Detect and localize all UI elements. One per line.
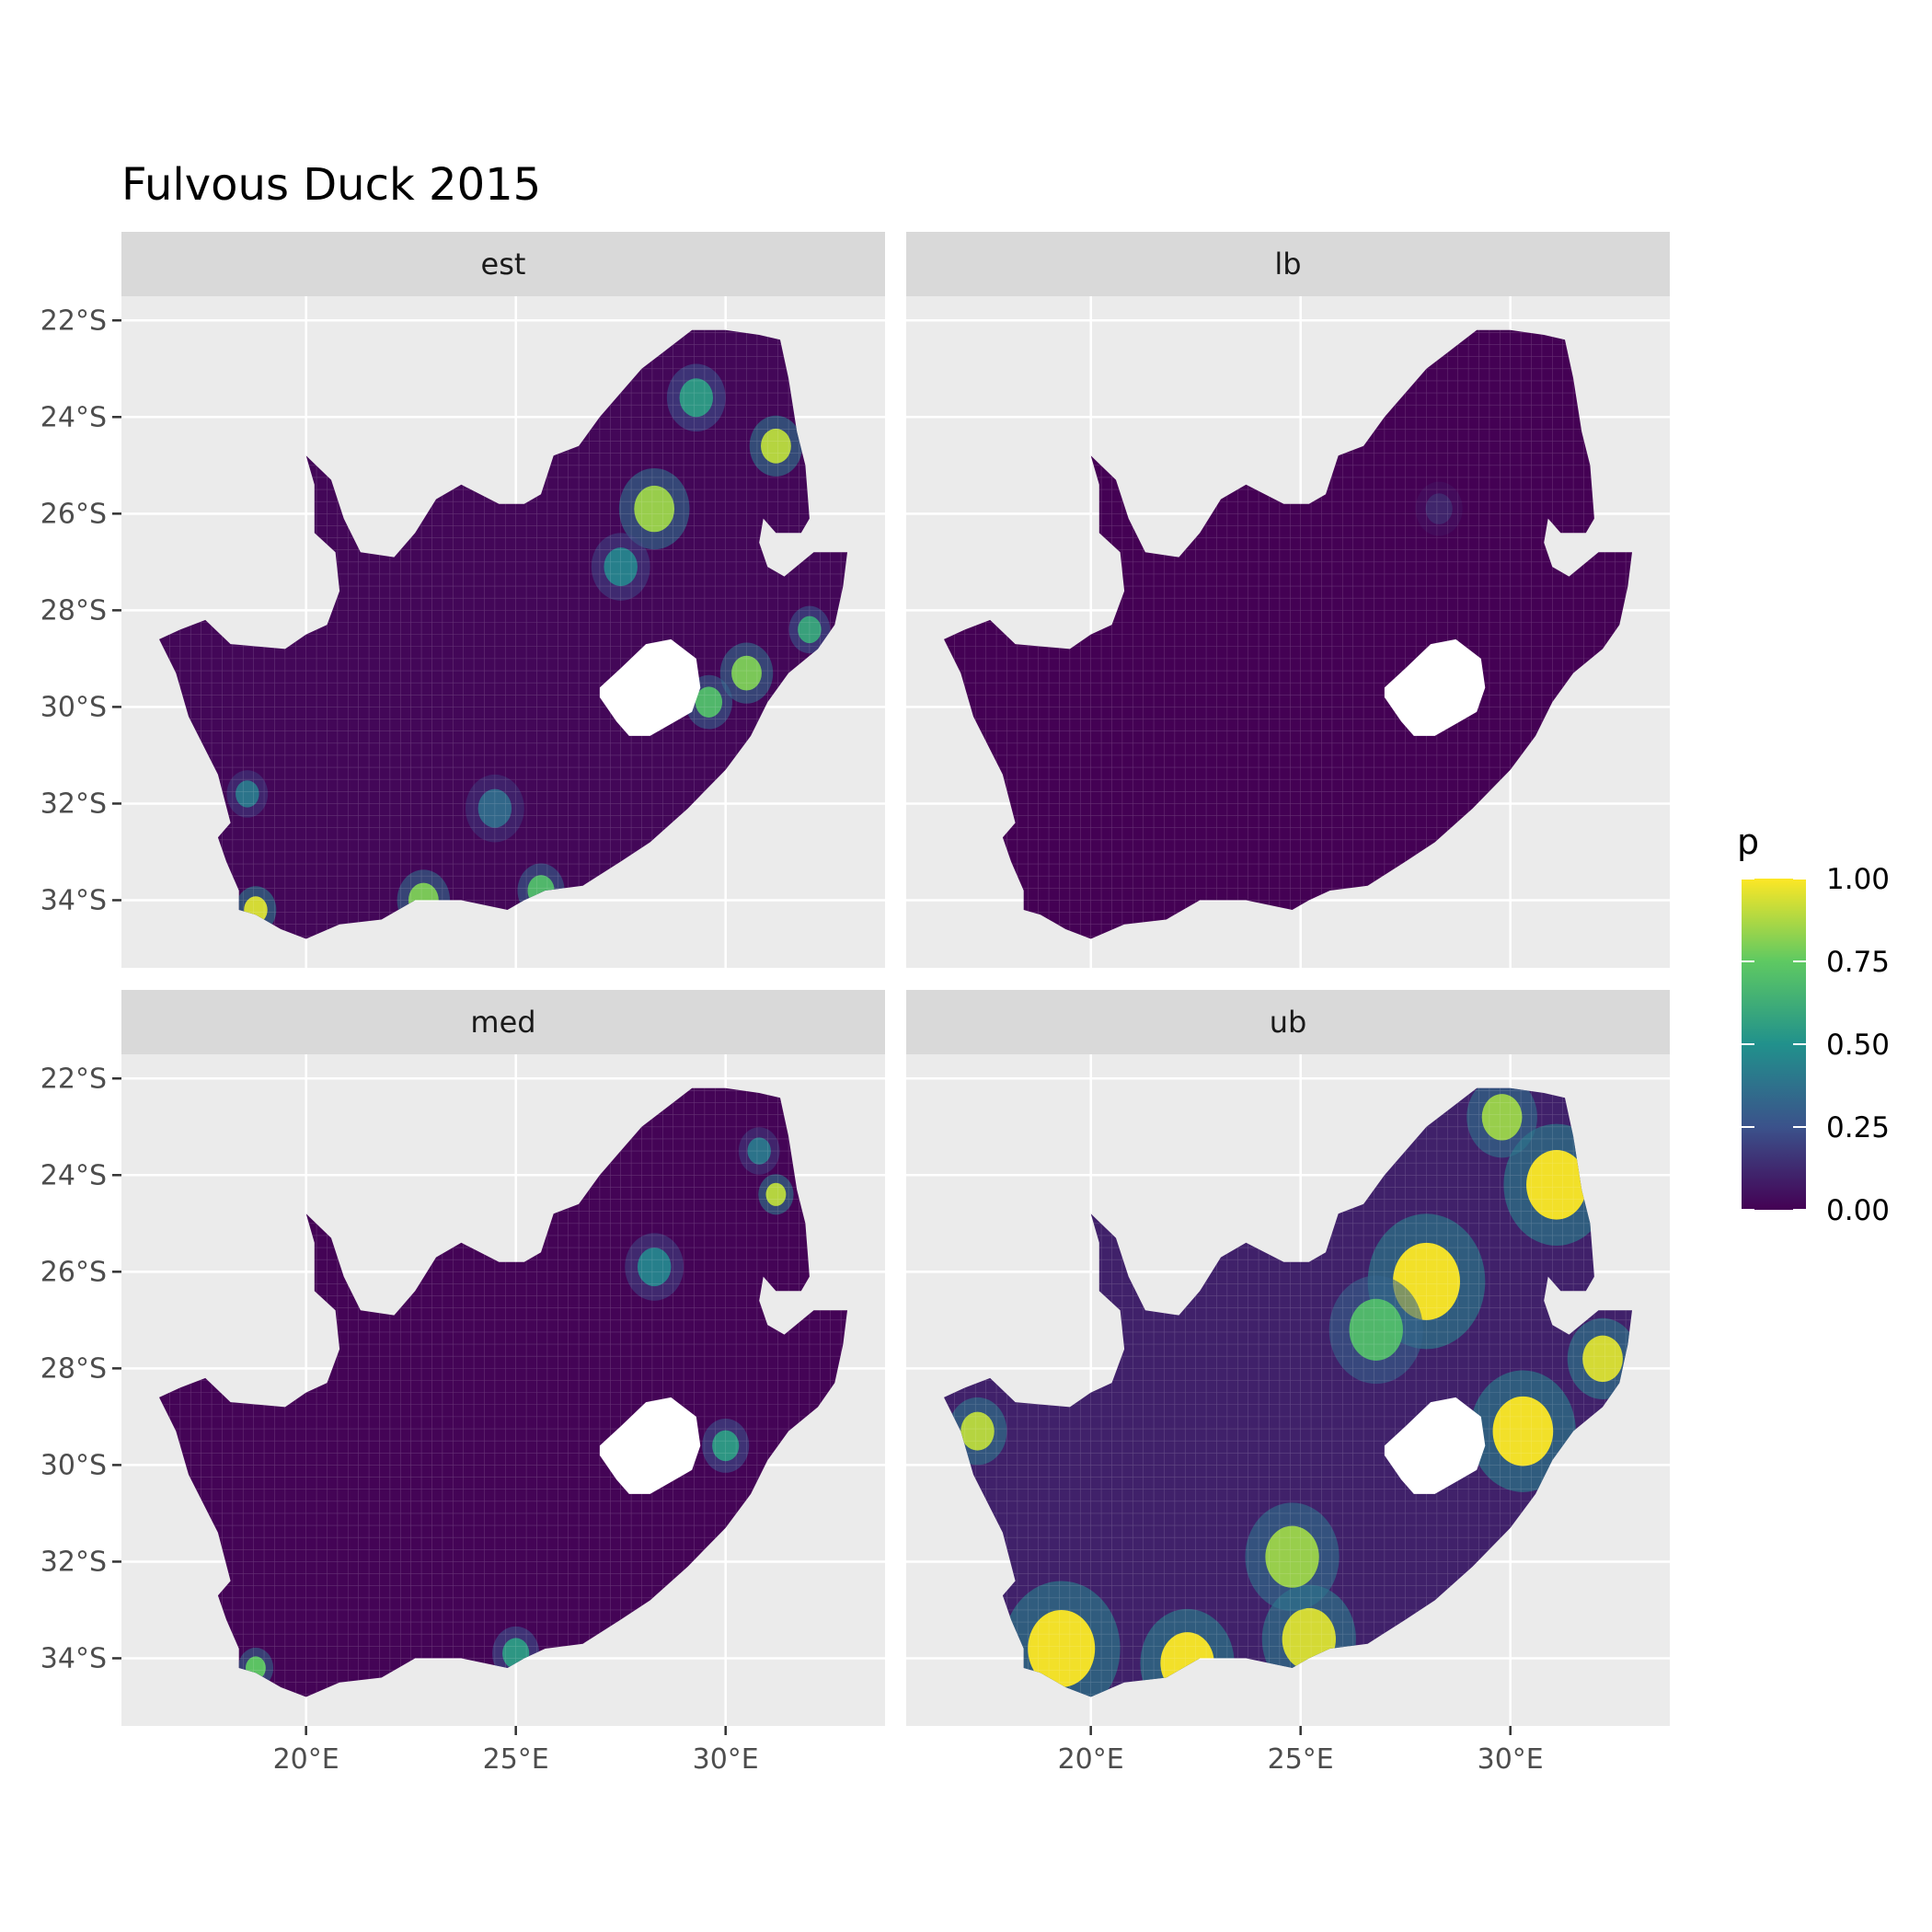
x-tick-label: 20°E — [273, 1743, 339, 1776]
y-tick-label: 22°S — [40, 305, 107, 337]
facet-label: est — [481, 247, 526, 282]
facet-strip — [906, 232, 1670, 296]
chart-title: Fulvous Duck 2015 — [121, 159, 541, 211]
legend-label: 0.75 — [1826, 946, 1890, 979]
facet-strip — [121, 990, 885, 1054]
y-tick-label: 24°S — [40, 401, 107, 433]
y-tick-label: 30°S — [40, 1449, 107, 1481]
probability-hotspots — [1415, 481, 1463, 536]
y-tick-label: 30°S — [40, 691, 107, 723]
hotspot — [1265, 1525, 1319, 1588]
legend-ticks: 1.00 0.75 0.50 0.25 0.00 — [1742, 863, 1890, 1227]
hotspot — [1492, 1396, 1554, 1466]
hotspot — [765, 1182, 787, 1206]
facet-label: med — [470, 1005, 535, 1040]
y-tick-label: 26°S — [40, 498, 107, 530]
country-cells — [159, 1087, 847, 1697]
hotspot — [960, 1411, 995, 1451]
y-tick-label: 28°S — [40, 1352, 107, 1385]
hotspot — [798, 615, 822, 644]
hotspot — [236, 780, 259, 808]
lesotho-gap — [1384, 638, 1486, 736]
hotspot — [731, 655, 762, 691]
y-tick-label: 28°S — [40, 594, 107, 627]
hotspot — [1481, 1094, 1523, 1141]
x-tick-label: 30°E — [1478, 1743, 1544, 1776]
hotspot — [604, 547, 638, 587]
facet-est: est 22°S 24°S 26°S 28°S 30°S 32°S 34°S — [40, 232, 885, 968]
facet-ub: ub 20°E 25°E 30°E — [906, 990, 1670, 1776]
lesotho-gap — [1384, 1397, 1486, 1494]
legend-label: 0.50 — [1826, 1029, 1890, 1062]
probability-hotspots — [948, 1087, 1632, 1697]
y-tick-label: 32°S — [40, 1546, 107, 1578]
country-cells — [944, 329, 1632, 939]
facet-strip — [906, 990, 1670, 1054]
colour-legend: p 1.00 0.75 0.50 0.25 0.00 — [1737, 822, 1890, 1227]
legend-label: 0.25 — [1826, 1111, 1890, 1144]
hotspot — [634, 485, 675, 533]
x-tick-label: 30°E — [693, 1743, 759, 1776]
y-tick-label: 34°S — [40, 884, 107, 916]
hotspot — [695, 686, 723, 718]
x-tick-label: 25°E — [1268, 1743, 1334, 1776]
y-tick-label: 22°S — [40, 1063, 107, 1095]
hotspot — [477, 788, 512, 828]
lesotho-gap — [599, 638, 701, 736]
facet-lb: lb — [906, 232, 1670, 968]
x-tick-label: 20°E — [1058, 1743, 1124, 1776]
lesotho-gap — [599, 1397, 701, 1494]
legend-label: 1.00 — [1826, 863, 1890, 896]
legend-label: 0.00 — [1826, 1194, 1890, 1227]
legend-title: p — [1737, 822, 1759, 862]
hotspot — [1526, 1149, 1587, 1220]
y-tick-label: 24°S — [40, 1159, 107, 1191]
hotspot — [761, 428, 791, 464]
hotspot — [1028, 1609, 1096, 1687]
x-tick-label: 25°E — [483, 1743, 549, 1776]
y-tick-label: 26°S — [40, 1256, 107, 1288]
hotspot — [1349, 1298, 1403, 1361]
hotspot — [1582, 1335, 1623, 1383]
facet-med: med 22°S 24°S 26°S 28°S 30°S 32°S 34°S 20°E 25°E 3… — [40, 990, 885, 1776]
y-tick-label: 32°S — [40, 788, 107, 820]
facet-strip — [121, 232, 885, 296]
facet-panels: est 22°S 24°S 26°S 28°S 30°S 32°S 34°S lb med 22°S… — [40, 232, 1670, 1776]
hotspot — [679, 378, 714, 418]
facet-label: ub — [1270, 1005, 1307, 1040]
y-tick-label: 34°S — [40, 1642, 107, 1674]
hotspot — [637, 1248, 672, 1287]
hotspot — [1425, 493, 1453, 524]
facet-label: lb — [1274, 247, 1301, 282]
hotspot — [747, 1137, 771, 1165]
hotspot — [712, 1430, 740, 1462]
